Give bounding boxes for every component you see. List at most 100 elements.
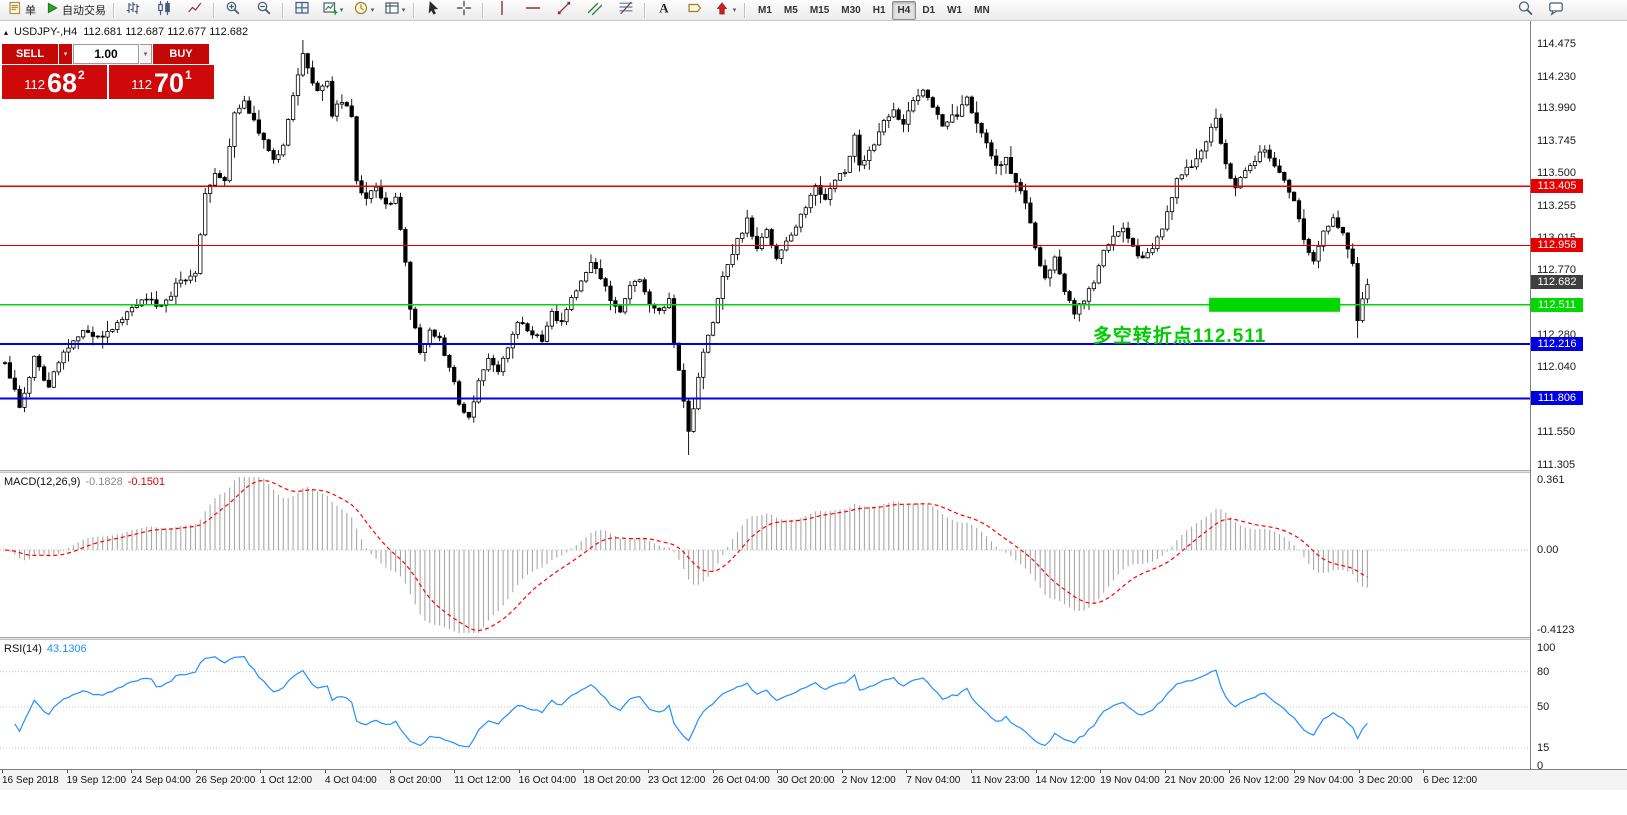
buy-price-button[interactable]: 112 70 1 [109,65,214,99]
search-button[interactable] [1509,0,1540,21]
timeframe-h1-button[interactable]: H1 [872,4,886,16]
timeframe-m5-button[interactable]: M5 [783,4,798,16]
macd-signal-value: -0.1501 [127,476,166,488]
symbol-info: ▴ USDJPY-,H4 112.681 112.687 112.677 112… [4,26,248,38]
profiles-button[interactable]: ▾ [348,0,379,21]
buy-price-prefix: 112 [131,77,152,92]
price-axis[interactable]: 114.475 114.230 113.990 113.745 113.500 113.2… [1530,21,1627,772]
time-axis-label: 18 Oct 20:00 [583,775,641,786]
time-axis-label: 30 Oct 20:00 [777,775,835,786]
chart-annotation[interactable]: 多空转折点112.511 [1092,325,1267,347]
price-axis-label: 112.040 [1537,361,1576,374]
timeframe-m15-button[interactable]: M15 [809,4,830,16]
price-tag-112.511: 112.511 [1531,297,1583,312]
label-icon [687,0,703,21]
arrows-button[interactable]: ▾ [710,0,741,21]
rsi-scale-label: 100 [1537,642,1556,654]
volume-caret-icon[interactable]: ▾ [140,44,152,64]
sell-button[interactable]: SELL [2,44,58,64]
trendline-button[interactable] [548,0,579,21]
dropdown-caret-icon: ▾ [370,7,375,14]
zoom-in-button[interactable] [217,0,248,21]
time-axis-tick [777,770,779,773]
sell-options-caret-icon[interactable]: ▾ [59,44,72,64]
macd-scale-label: -0.4123 [1537,623,1575,636]
dropdown-caret-icon: ▾ [732,7,737,14]
quote-ohlc-values: 112.681 112.687 112.677 112.682 [83,26,249,38]
timeframe-w1-button[interactable]: W1 [947,4,963,16]
toolbar-separator [213,2,214,18]
time-axis-tick [841,770,843,773]
time-axis-label: 24 Sep 04:00 [131,775,191,786]
bar-chart-icon [125,0,141,21]
time-axis-label: 2 Nov 12:00 [841,775,896,786]
buy-button[interactable]: BUY [153,44,209,64]
crosshair-button[interactable] [448,0,479,21]
toolbar-separator [113,2,114,18]
panel-splitter[interactable] [0,637,1627,640]
dropdown-caret-icon: ▾ [339,7,344,14]
text-icon: A [656,0,672,21]
time-axis-label: 1 Oct 12:00 [260,775,313,786]
sell-price-sup: 2 [78,68,85,82]
time-axis-label: 16 Sep 2018 [2,775,59,786]
volume-input[interactable] [73,44,139,64]
buy-price-sup: 1 [185,68,192,82]
timeframe-mn-button[interactable]: MN [974,4,990,16]
zoom-out-button[interactable] [248,0,279,21]
candlestick-button[interactable] [148,0,179,21]
current-price-tag: 112.682 [1531,275,1583,290]
price-axis-label: 114.475 [1537,37,1576,50]
play-icon [44,0,60,21]
time-axis[interactable]: 16 Sep 2018 19 Sep 12:00 24 Sep 04:00 26 Se… [0,769,1627,790]
timeframe-m30-button[interactable]: M30 [841,4,861,16]
time-axis-label: 8 Oct 20:00 [389,775,442,786]
horizontal-line-button[interactable] [517,0,548,21]
vertical-line-icon [494,0,510,21]
macd-main-value: -0.1828 [85,476,123,488]
autotrading-button[interactable]: 自动交易 [40,0,110,21]
time-axis-label: 26 Oct 04:00 [712,775,770,786]
autotrading-button-label: 自动交易 [62,5,106,17]
bar-chart-button[interactable] [117,0,148,21]
time-axis-tick [325,770,326,773]
text-button[interactable]: A [648,0,679,21]
timeframe-m1-button[interactable]: M1 [758,4,772,16]
channel-button[interactable] [579,0,610,21]
fibonacci-button[interactable] [610,0,641,21]
rsi-scale-label: 50 [1537,701,1550,713]
rsi-label: RSI(14) 43.1306 [4,643,87,655]
rsi-indicator-panel[interactable] [0,640,1530,769]
new-order-button[interactable]: 单 [3,0,40,21]
toolbar-button-group: 单 自动交易 ▾ ▾ ▾ A ▾ [3,0,748,21]
chart-window[interactable]: ▴ USDJPY-,H4 112.681 112.687 112.677 112… [0,21,1530,470]
tile-windows-button[interactable] [286,0,317,21]
time-axis-label: 6 Dec 12:00 [1423,775,1478,786]
community-button[interactable] [1540,0,1571,21]
templates-button[interactable]: ▾ [379,0,410,21]
candlestick-chart[interactable] [0,21,1530,470]
time-axis-tick [2,770,3,773]
sell-price-button[interactable]: 112 68 2 [2,65,107,99]
label-button[interactable] [679,0,710,21]
vertical-line-button[interactable] [486,0,517,21]
time-axis-label: 19 Sep 12:00 [66,775,127,786]
new-chart-button[interactable]: ▾ [317,0,348,21]
tile-windows-icon [294,0,310,21]
time-axis-label: 4 Oct 04:00 [325,775,377,786]
search-icon [1517,0,1533,21]
timeframe-h4-button[interactable]: H4 [891,0,917,20]
timeframe-d1-button[interactable]: D1 [922,4,936,16]
macd-signal-line [4,479,1368,632]
line-chart-button[interactable] [179,0,210,21]
profiles-icon [353,0,369,21]
macd-indicator-panel[interactable] [0,473,1530,637]
time-axis-label: 29 Nov 04:00 [1294,775,1354,786]
panel-splitter[interactable] [0,470,1627,473]
price-axis-label: 113.500 [1537,167,1576,180]
toolbar-separator [744,2,745,18]
cursor-button[interactable] [417,0,448,21]
highlight-rectangle[interactable] [1209,297,1341,312]
zoom-out-icon [256,0,272,21]
time-axis-label: 21 Nov 20:00 [1164,775,1225,786]
